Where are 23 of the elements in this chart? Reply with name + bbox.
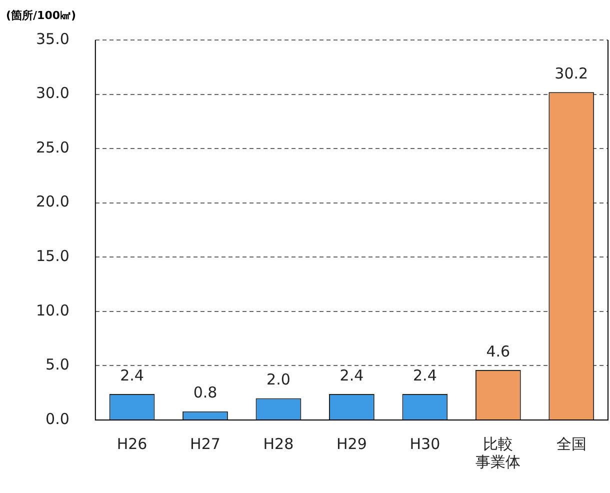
data-label: 2.4 <box>413 366 437 384</box>
y-tick-label: 0.0 <box>46 410 70 428</box>
x-tick-label: H30 <box>410 434 440 453</box>
x-tick-label: 全国 <box>556 434 586 453</box>
data-label: 0.8 <box>193 384 218 402</box>
data-label: 2.4 <box>120 366 144 384</box>
x-tick-label: H29 <box>336 434 367 453</box>
y-tick-label: 5.0 <box>46 356 70 374</box>
data-label: 30.2 <box>554 64 588 83</box>
data-label: 2.0 <box>266 370 290 389</box>
x-tick-label: H26 <box>116 434 148 453</box>
x-tick-label: H28 <box>263 434 294 453</box>
y-tick-label: 10.0 <box>36 301 70 320</box>
data-label: 2.4 <box>340 366 364 384</box>
x-tick-label: 比較事業体 <box>476 434 521 471</box>
y-tick-label: 30.0 <box>36 84 70 102</box>
y-tick-label: 25.0 <box>36 138 70 156</box>
data-label: 4.6 <box>486 342 510 360</box>
y-tick-label: 20.0 <box>36 192 70 211</box>
y-tick-label: 35.0 <box>36 30 70 48</box>
y-tick-label: 15.0 <box>36 247 70 266</box>
x-tick-label: H27 <box>190 434 220 453</box>
y-axis-title: (箇所/100㎢) <box>6 8 76 23</box>
